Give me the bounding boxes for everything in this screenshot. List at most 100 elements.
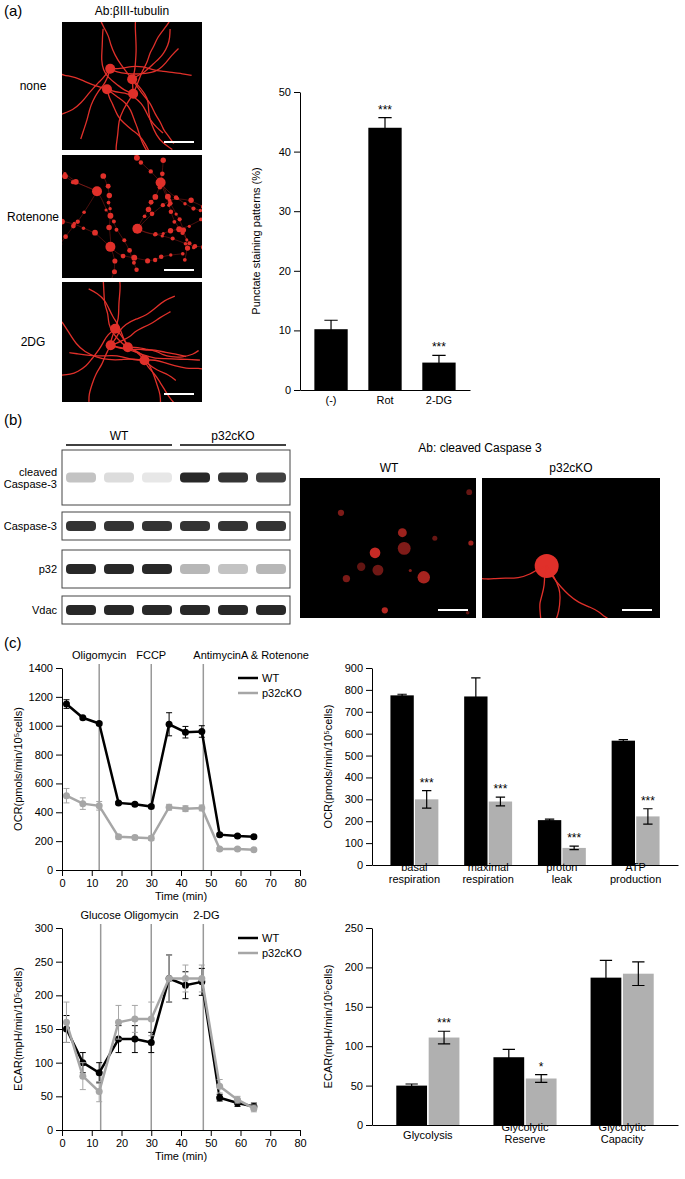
tick-label: 200 <box>35 989 53 1001</box>
point <box>182 975 189 982</box>
tick: 20 <box>116 870 128 889</box>
axis-title: ECAR(mpH/min/10⁵cells) <box>322 965 334 1089</box>
tick-mark <box>56 1029 62 1030</box>
punctum <box>112 258 117 263</box>
tick-mark <box>56 962 62 963</box>
tick-mark <box>294 211 300 212</box>
blot-band <box>104 564 134 574</box>
label-line: respiration <box>462 873 513 885</box>
tick: (-) <box>326 394 337 406</box>
tick: GlycolyticCapacity <box>599 1121 647 1145</box>
tick-mark <box>62 1130 63 1136</box>
tick: 150 <box>345 1001 372 1013</box>
point <box>234 833 241 840</box>
plot-area <box>396 960 653 1125</box>
neurite <box>133 22 137 94</box>
tick-mark <box>56 870 62 871</box>
punctum <box>183 258 187 262</box>
micrograph <box>62 155 202 278</box>
legend-swatch <box>238 692 258 695</box>
tick-mark <box>211 1130 212 1136</box>
error-bar <box>96 1082 102 1102</box>
bar <box>612 741 635 865</box>
bar <box>623 974 654 1125</box>
tick-label: 0 <box>59 1137 65 1149</box>
tick: 40 <box>175 870 187 889</box>
tick: 10 <box>86 870 98 889</box>
tick: 0 <box>59 870 65 889</box>
punctum <box>112 269 117 274</box>
axis-title: Punctate staining patterns (%) <box>250 167 262 314</box>
punctum <box>139 160 143 164</box>
label-line: production <box>610 873 661 885</box>
axis-title: OCR(pmols/min/10⁵cells) <box>322 705 334 829</box>
tick: 0 <box>285 384 300 396</box>
tick-label: 2-DG <box>426 394 452 406</box>
tick: 0 <box>357 859 372 871</box>
label-line: cleaved <box>19 466 57 478</box>
tick-label: 10 <box>86 1137 98 1149</box>
tick-mark <box>56 755 62 756</box>
tick-mark <box>56 726 62 727</box>
tick-mark <box>366 1046 372 1047</box>
row-label: p32 <box>39 563 57 575</box>
blot-band <box>104 605 134 615</box>
tick: 100 <box>345 1040 372 1052</box>
neurite <box>107 89 151 150</box>
tick-label: 250 <box>345 922 363 934</box>
scale-bar <box>164 393 194 395</box>
tick-mark <box>366 1086 372 1087</box>
tick-label: 40 <box>175 1137 187 1149</box>
point <box>250 1105 257 1112</box>
tick-mark <box>56 841 62 842</box>
tick-label: 50 <box>279 86 291 98</box>
tick-mark <box>366 799 372 800</box>
annotation: AntimycinA & Rotenone <box>193 649 309 661</box>
blot-strip <box>62 450 290 505</box>
punctum <box>188 198 193 203</box>
punctum <box>82 210 86 214</box>
y-axis: 050100150200250 <box>345 922 373 1131</box>
point <box>79 714 86 721</box>
significance: *** <box>437 1016 451 1030</box>
tick: 2-DG <box>426 394 452 406</box>
tick-label: 70 <box>265 877 277 889</box>
punctum <box>76 220 80 224</box>
significance: *** <box>567 831 581 845</box>
point <box>63 792 70 799</box>
tick-label: 1400 <box>29 662 53 674</box>
punctum <box>169 253 172 256</box>
tick: 40 <box>279 146 300 158</box>
tick-label: GlycolyticCapacity <box>599 1121 647 1145</box>
tick-label: 100 <box>345 1040 363 1052</box>
blot-band <box>142 605 172 615</box>
tick-label: 10 <box>279 324 291 336</box>
neurite <box>128 347 161 402</box>
chart: ****050100150200250ECAR(mpH/min/10⁵cells… <box>322 922 679 1145</box>
punctum <box>152 194 158 200</box>
punctum <box>108 207 111 210</box>
tick: 20 <box>116 1130 128 1149</box>
tick-label: 900 <box>345 662 363 674</box>
annotation-line <box>98 664 100 870</box>
tick-label: 50 <box>41 1090 53 1102</box>
punctum <box>176 197 179 200</box>
tick-mark <box>366 1007 372 1008</box>
label-line: respiration <box>389 873 440 885</box>
tick: 700 <box>345 706 372 718</box>
punctum <box>178 217 182 221</box>
tick: 100 <box>345 837 372 849</box>
tick: 60 <box>235 870 247 889</box>
tick-label: 100 <box>345 837 363 849</box>
tick-mark <box>294 271 300 272</box>
micrograph <box>62 22 202 150</box>
image-header: Ab:βIII-tubulin <box>95 4 169 18</box>
tick: 0 <box>357 1119 372 1131</box>
stain-dot <box>468 540 473 545</box>
tick-mark <box>294 152 300 153</box>
tick-label: 70 <box>265 1137 277 1149</box>
tick-label: 150 <box>345 1001 363 1013</box>
row-label: cleavedCaspase-3 <box>4 466 57 490</box>
legend-label: WT <box>262 932 279 944</box>
tick: 1400 <box>29 662 62 674</box>
